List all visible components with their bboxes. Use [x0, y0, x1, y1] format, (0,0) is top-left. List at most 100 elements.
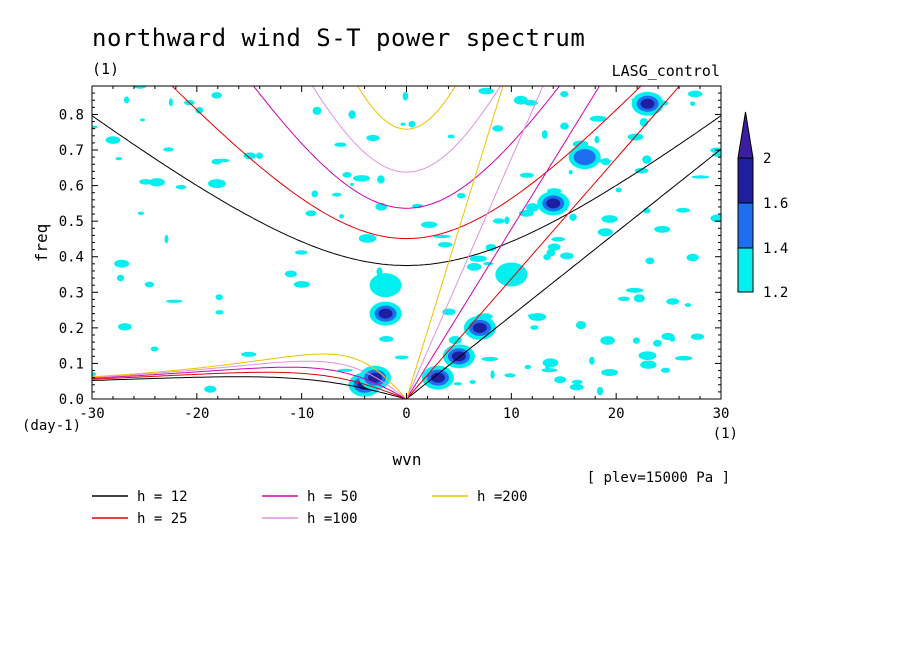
y-tick-label: 0.1: [59, 356, 84, 372]
power-patch: [293, 281, 310, 288]
power-region-core: [640, 98, 655, 109]
power-patch: [332, 192, 342, 197]
power-patch: [165, 299, 183, 303]
legend-label: h = 50: [307, 489, 358, 505]
power-patch: [527, 313, 541, 318]
power-patch: [485, 244, 497, 252]
power-patch: [379, 336, 394, 342]
power-patch: [241, 351, 257, 357]
x-tick-label: -30: [79, 406, 104, 422]
power-patch: [676, 207, 690, 213]
power-patch: [358, 234, 377, 243]
power-patch: [639, 118, 649, 127]
power-region-core: [378, 308, 393, 319]
power-patch: [551, 237, 565, 242]
colorbar-label: 1.2: [763, 285, 788, 301]
power-region-outer: [369, 273, 402, 298]
power-patch: [150, 346, 159, 352]
power-patch: [617, 296, 630, 301]
power-patch: [675, 355, 693, 361]
power-patch: [311, 190, 319, 198]
power-patch: [597, 228, 613, 237]
kelvin-curve-h50: [406, 86, 601, 399]
power-shading: [92, 86, 721, 396]
power-patch: [164, 234, 169, 244]
power-patch: [524, 364, 531, 370]
plot-frame: [91, 85, 722, 400]
y-tick-label: 0.8: [59, 107, 84, 123]
power-patch: [560, 122, 569, 130]
colorbar-label: 1.6: [763, 196, 788, 212]
power-patch: [118, 323, 132, 331]
ig-curve-h25: [171, 86, 642, 240]
power-region-core: [472, 322, 487, 333]
y-tick-label: 0.3: [59, 285, 84, 301]
power-patch: [645, 257, 655, 265]
power-patch: [504, 373, 516, 378]
power-patch: [560, 91, 569, 98]
power-patch: [466, 263, 482, 271]
power-patch: [504, 216, 510, 225]
power-patch: [589, 115, 607, 122]
rossby-curve-h200: [92, 353, 407, 399]
y-axis-label: freq: [32, 224, 51, 263]
power-patch: [195, 107, 204, 114]
x-axis-label: wvn: [393, 450, 422, 469]
power-patch: [408, 120, 416, 128]
power-patch: [601, 369, 618, 376]
power-patch: [625, 287, 644, 293]
rossby-curve-h50: [92, 366, 407, 399]
power-patch: [643, 208, 651, 214]
power-patch: [204, 385, 217, 393]
x-tick-label: 30: [713, 406, 730, 422]
x-tick-label: -20: [184, 406, 209, 422]
power-patch: [312, 106, 322, 115]
legend-label: h = 12: [137, 489, 188, 505]
power-patch: [490, 370, 495, 379]
power-patch: [377, 175, 385, 184]
power-patch: [594, 135, 600, 144]
power-patch: [342, 172, 352, 178]
power-patch: [684, 303, 692, 307]
power-patch: [208, 179, 226, 189]
power-patch: [447, 134, 455, 139]
power-patch: [654, 225, 671, 233]
power-patch: [243, 152, 257, 160]
colorbar-segment: [737, 157, 754, 204]
legend: h = 12 h = 25 h = 50 h =100 h =200: [92, 489, 528, 527]
colorbar: 1.2 1.4 1.6 2: [737, 111, 788, 301]
power-patch: [469, 255, 487, 262]
power-patch: [175, 184, 187, 190]
power-patch: [448, 336, 462, 345]
ig-curve-h50: [252, 86, 561, 209]
y-tick-label: 0.6: [59, 179, 84, 195]
legend-label: h =100: [307, 511, 358, 527]
power-region-outer: [495, 262, 528, 287]
power-patch: [571, 379, 583, 385]
power-patch: [554, 376, 567, 384]
power-patch: [469, 380, 476, 384]
power-patch: [284, 270, 297, 278]
power-patch: [92, 125, 98, 129]
power-patch: [168, 98, 173, 107]
power-patch: [139, 179, 152, 185]
power-patch: [560, 252, 574, 260]
power-patch: [139, 118, 146, 122]
power-patch: [640, 360, 657, 369]
power-patch: [596, 386, 604, 396]
power-patch: [541, 130, 548, 139]
power-patch: [542, 358, 559, 368]
power-patch: [305, 210, 317, 217]
power-patch: [666, 298, 680, 305]
power-patch: [348, 110, 356, 119]
power-patch: [526, 203, 539, 212]
power-patch: [492, 125, 504, 132]
kelvin-curve-h12: [406, 148, 721, 399]
power-patch: [633, 294, 645, 303]
power-patch: [547, 243, 561, 251]
x-unit-label: (1): [713, 426, 738, 442]
power-patch: [402, 91, 409, 101]
power-patch: [400, 122, 406, 126]
power-patch: [105, 136, 121, 144]
